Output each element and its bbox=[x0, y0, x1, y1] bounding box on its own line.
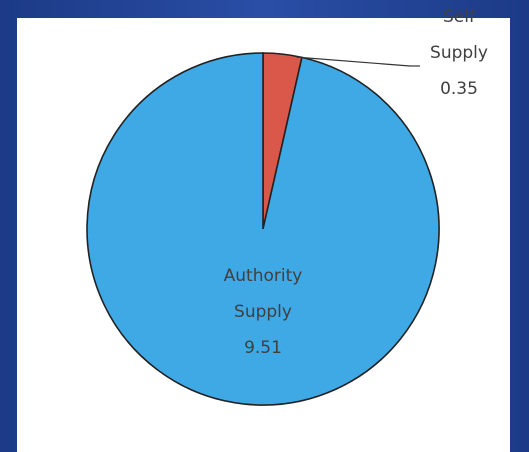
self-supply-label-line-2: Supply bbox=[430, 43, 488, 63]
authority-supply-label-line-1: Authority bbox=[224, 266, 303, 286]
self-supply-value-label: 0.35 bbox=[440, 79, 478, 99]
pie-slices bbox=[86, 52, 440, 406]
pie-slice-authority-supply bbox=[86, 52, 440, 406]
authority-supply-value-label: 9.51 bbox=[244, 338, 282, 358]
authority-supply-label-line-2: Supply bbox=[234, 302, 292, 322]
self-supply-label-line-1: Self bbox=[443, 7, 476, 27]
self-supply-leader-line bbox=[296, 56, 411, 67]
